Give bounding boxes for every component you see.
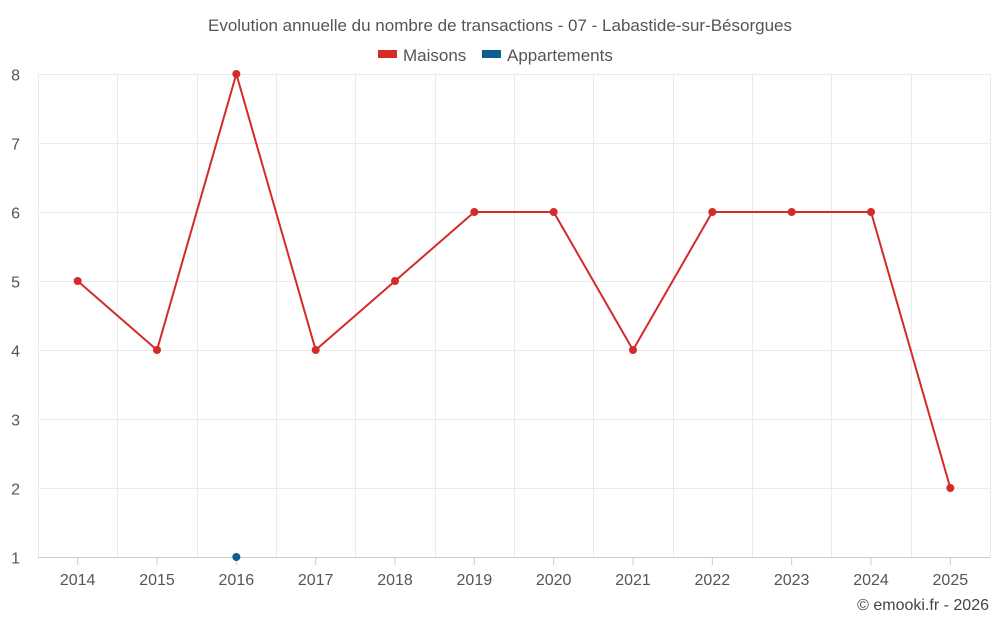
y-tick-label: 7 [11, 137, 20, 154]
data-point-maisons[interactable] [232, 70, 241, 78]
chart-title: Evolution annuelle du nombre de transact… [208, 16, 792, 35]
data-point-maisons[interactable] [470, 208, 479, 216]
y-tick-label: 6 [11, 206, 20, 223]
data-point-appartements[interactable] [232, 553, 241, 561]
x-tick-label: 2015 [139, 572, 175, 589]
x-gridlines [38, 74, 991, 557]
x-tick-label: 2019 [457, 572, 493, 589]
legend-swatch-maisons [378, 50, 397, 58]
y-tick-label: 4 [11, 344, 20, 361]
data-point-maisons[interactable] [391, 277, 399, 285]
y-tick-label: 1 [11, 551, 20, 568]
x-tick-label: 2021 [615, 572, 651, 589]
series-line-maisons [77, 73, 952, 489]
data-point-maisons[interactable] [549, 208, 558, 216]
data-point-maisons[interactable] [708, 208, 717, 216]
y-tick-label: 5 [11, 275, 20, 292]
x-tick-label: 2020 [536, 572, 572, 589]
legend-swatch-appartements [482, 50, 501, 58]
data-point-maisons[interactable] [311, 346, 320, 354]
credit-text: © emooki.fr - 2026 [857, 597, 989, 614]
x-tick-label: 2022 [695, 572, 731, 589]
y-tick-label: 3 [11, 413, 20, 430]
data-point-maisons[interactable] [946, 484, 955, 492]
x-tick-label: 2018 [377, 572, 413, 589]
data-point-maisons[interactable] [787, 208, 796, 216]
data-point-maisons[interactable] [73, 277, 82, 285]
x-tick-label: 2023 [774, 572, 810, 589]
data-point-maisons[interactable] [153, 346, 161, 354]
x-tick-label: 2014 [60, 572, 96, 589]
x-tick-label: 2016 [219, 572, 255, 589]
data-point-maisons[interactable] [629, 346, 637, 354]
x-axis-ticks: 2014 2015 2016 2017 2018 2019 2020 2021 2022 2023… [60, 557, 968, 589]
y-tick-label: 8 [11, 68, 20, 85]
series-layer [73, 70, 955, 561]
x-tick-label: 2017 [298, 572, 334, 589]
y-axis-ticks: 1 2 3 4 5 6 7 8 [11, 68, 20, 568]
y-tick-label: 2 [11, 482, 20, 499]
x-tick-label: 2025 [933, 572, 969, 589]
legend-label-maisons[interactable]: Maisons [403, 46, 466, 65]
legend-label-appartements[interactable]: Appartements [507, 46, 613, 65]
legend: Maisons Appartements [378, 46, 613, 65]
data-point-maisons[interactable] [867, 208, 875, 216]
x-tick-label: 2024 [853, 572, 889, 589]
